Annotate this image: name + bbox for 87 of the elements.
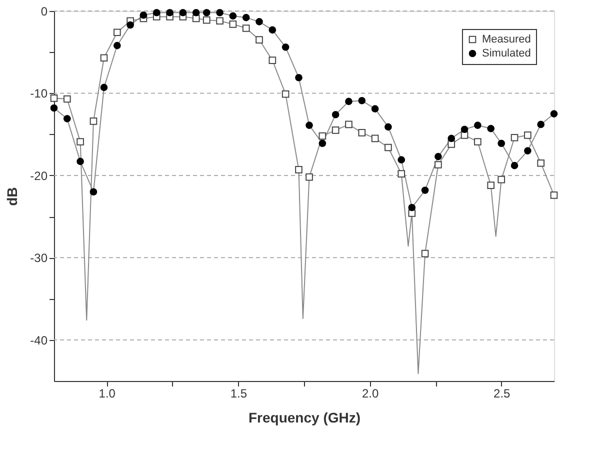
point (295, 166, 302, 174)
point (537, 120, 545, 128)
legend-label: Measured (482, 34, 531, 46)
point (384, 123, 392, 131)
point (408, 204, 416, 212)
point (318, 132, 326, 140)
point (179, 8, 187, 16)
point (76, 138, 84, 146)
point (345, 120, 352, 128)
x-tick-label: 1.0 (98, 386, 116, 400)
point (421, 250, 429, 258)
point (100, 54, 108, 62)
point (295, 74, 302, 82)
point (448, 140, 456, 148)
point (371, 105, 379, 112)
point (550, 192, 558, 199)
point (524, 147, 532, 154)
point (268, 56, 276, 64)
point (100, 84, 108, 92)
point (332, 126, 340, 134)
point (474, 138, 482, 146)
point (408, 210, 416, 217)
point (434, 161, 442, 168)
point (242, 14, 250, 22)
point (76, 158, 84, 166)
point (90, 188, 98, 196)
point (192, 8, 200, 16)
point (166, 8, 174, 16)
point (498, 140, 506, 148)
x-tick-label: 2.5 (494, 386, 511, 400)
point (460, 126, 468, 134)
point (524, 131, 532, 139)
point (50, 94, 58, 102)
y-tick-label: -20 (30, 168, 48, 183)
point (306, 122, 313, 129)
point (448, 134, 456, 142)
x-tick-label: 1.5 (230, 386, 248, 400)
point (202, 8, 210, 16)
point (510, 134, 518, 142)
point (498, 176, 506, 184)
point (229, 12, 237, 20)
point (113, 28, 121, 36)
legend-label: Simulated (482, 48, 531, 60)
point (358, 96, 366, 104)
point (113, 42, 121, 50)
point (510, 162, 518, 170)
point (242, 24, 250, 32)
y-tick-label: -40 (30, 333, 48, 348)
point (216, 8, 224, 16)
point (421, 186, 429, 194)
point (371, 134, 379, 142)
point (398, 156, 406, 164)
point (550, 110, 558, 118)
point (256, 36, 263, 44)
point (192, 14, 200, 22)
point (434, 152, 442, 160)
point (90, 118, 98, 125)
point (268, 26, 276, 34)
point (282, 44, 290, 51)
point (318, 140, 326, 148)
point (63, 95, 71, 103)
point (537, 159, 545, 167)
point (384, 144, 392, 152)
y-tick-label: 0 (40, 4, 48, 18)
point (202, 16, 210, 24)
point (487, 124, 495, 132)
x-tick-label: 2.0 (362, 386, 379, 400)
point (487, 182, 495, 189)
point (63, 115, 71, 122)
point (152, 8, 160, 16)
point (306, 173, 313, 181)
point (332, 110, 340, 118)
y-tick-label: -10 (30, 86, 48, 101)
point (140, 11, 148, 19)
point (256, 18, 263, 26)
point (398, 170, 406, 178)
point (345, 98, 352, 106)
y-tick-label: -30 (30, 251, 48, 266)
point (474, 122, 482, 129)
point (358, 129, 366, 136)
point (229, 20, 237, 28)
point (216, 17, 224, 25)
point (282, 90, 290, 98)
point (50, 104, 58, 112)
y-axis-title: dB (4, 187, 20, 206)
point (126, 21, 134, 29)
x-axis-title: Frequency (GHz) (248, 410, 361, 426)
